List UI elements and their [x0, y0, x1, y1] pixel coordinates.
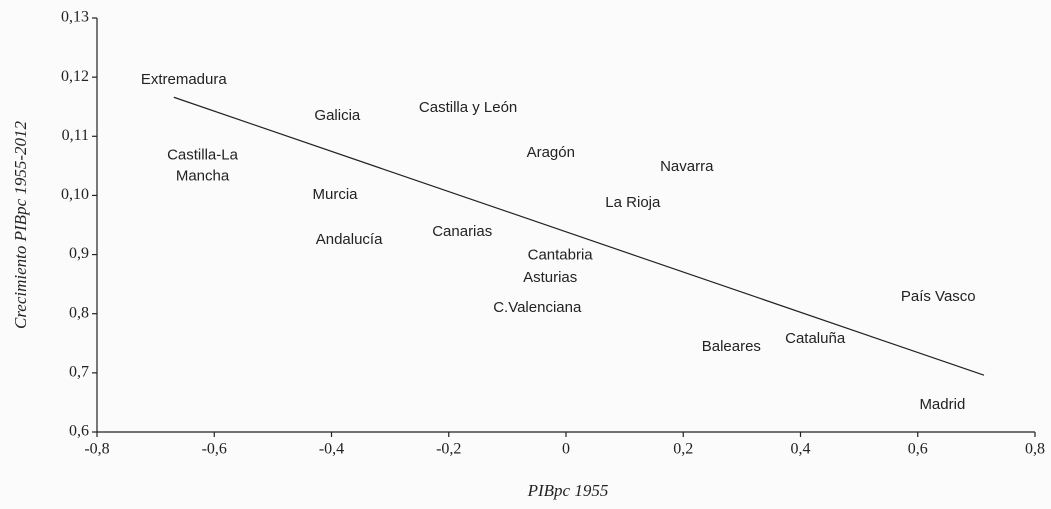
point-label: C.Valenciana	[493, 299, 582, 316]
x-tick-label: 0,8	[1025, 441, 1045, 458]
x-tick-label: 0,2	[673, 441, 693, 458]
point-label: Canarias	[432, 223, 492, 240]
point-label: Cantabria	[528, 247, 594, 264]
y-tick-label: 0,11	[62, 127, 89, 144]
y-tick-label: 0,6	[69, 423, 89, 440]
point-label: Murcia	[313, 186, 359, 203]
y-tick-label: 0,7	[69, 364, 89, 381]
y-tick-label: 0,8	[69, 304, 89, 321]
y-tick-label: 0,13	[61, 9, 89, 26]
point-label: Cataluña	[785, 330, 846, 347]
point-label: Galicia	[314, 107, 361, 124]
point-label: País Vasco	[901, 288, 976, 305]
x-tick-label: 0,6	[908, 441, 928, 458]
x-axis-title: PIBpc 1955	[527, 481, 609, 500]
x-tick-label: -0,8	[84, 441, 109, 458]
point-label: Aragón	[527, 144, 575, 161]
x-tick-label: 0,4	[791, 441, 811, 458]
x-tick-label: -0,6	[202, 441, 227, 458]
trend-line	[173, 96, 985, 376]
point-label: Castilla y León	[419, 99, 517, 116]
point-label: Madrid	[919, 396, 965, 413]
y-tick-label: 0,10	[61, 186, 89, 203]
x-tick-label: 0	[562, 441, 570, 458]
x-tick-label: -0,4	[319, 441, 344, 458]
x-tick-label: -0,2	[436, 441, 461, 458]
y-axis-title: Crecimiento PIBpc 1955-2012	[11, 120, 30, 329]
point-label: Castilla-La Mancha	[167, 146, 239, 184]
point-label: Asturias	[523, 269, 577, 286]
y-tick-label: 0,12	[61, 68, 89, 85]
y-tick-label: 0,9	[69, 245, 89, 262]
point-label: Extremadura	[141, 71, 228, 88]
point-label: Andalucía	[316, 231, 383, 248]
point-label: Baleares	[702, 338, 761, 355]
point-label: La Rioja	[605, 194, 661, 211]
point-label: Navarra	[660, 158, 714, 175]
